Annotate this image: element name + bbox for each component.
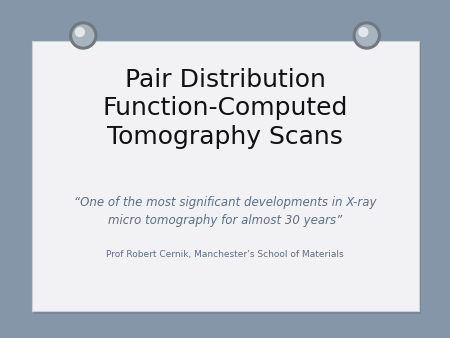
FancyBboxPatch shape	[32, 41, 419, 311]
Ellipse shape	[73, 25, 94, 46]
Ellipse shape	[356, 25, 377, 46]
Text: Pair Distribution
Function-Computed
Tomography Scans: Pair Distribution Function-Computed Tomo…	[102, 68, 348, 149]
Ellipse shape	[76, 28, 84, 37]
Text: “One of the most significant developments in X-ray
micro tomography for almost 3: “One of the most significant development…	[74, 196, 376, 227]
Ellipse shape	[359, 28, 368, 37]
Ellipse shape	[70, 22, 97, 49]
Ellipse shape	[353, 22, 380, 49]
Text: Prof Robert Cernik, Manchester’s School of Materials: Prof Robert Cernik, Manchester’s School …	[106, 250, 344, 259]
FancyBboxPatch shape	[34, 43, 421, 314]
